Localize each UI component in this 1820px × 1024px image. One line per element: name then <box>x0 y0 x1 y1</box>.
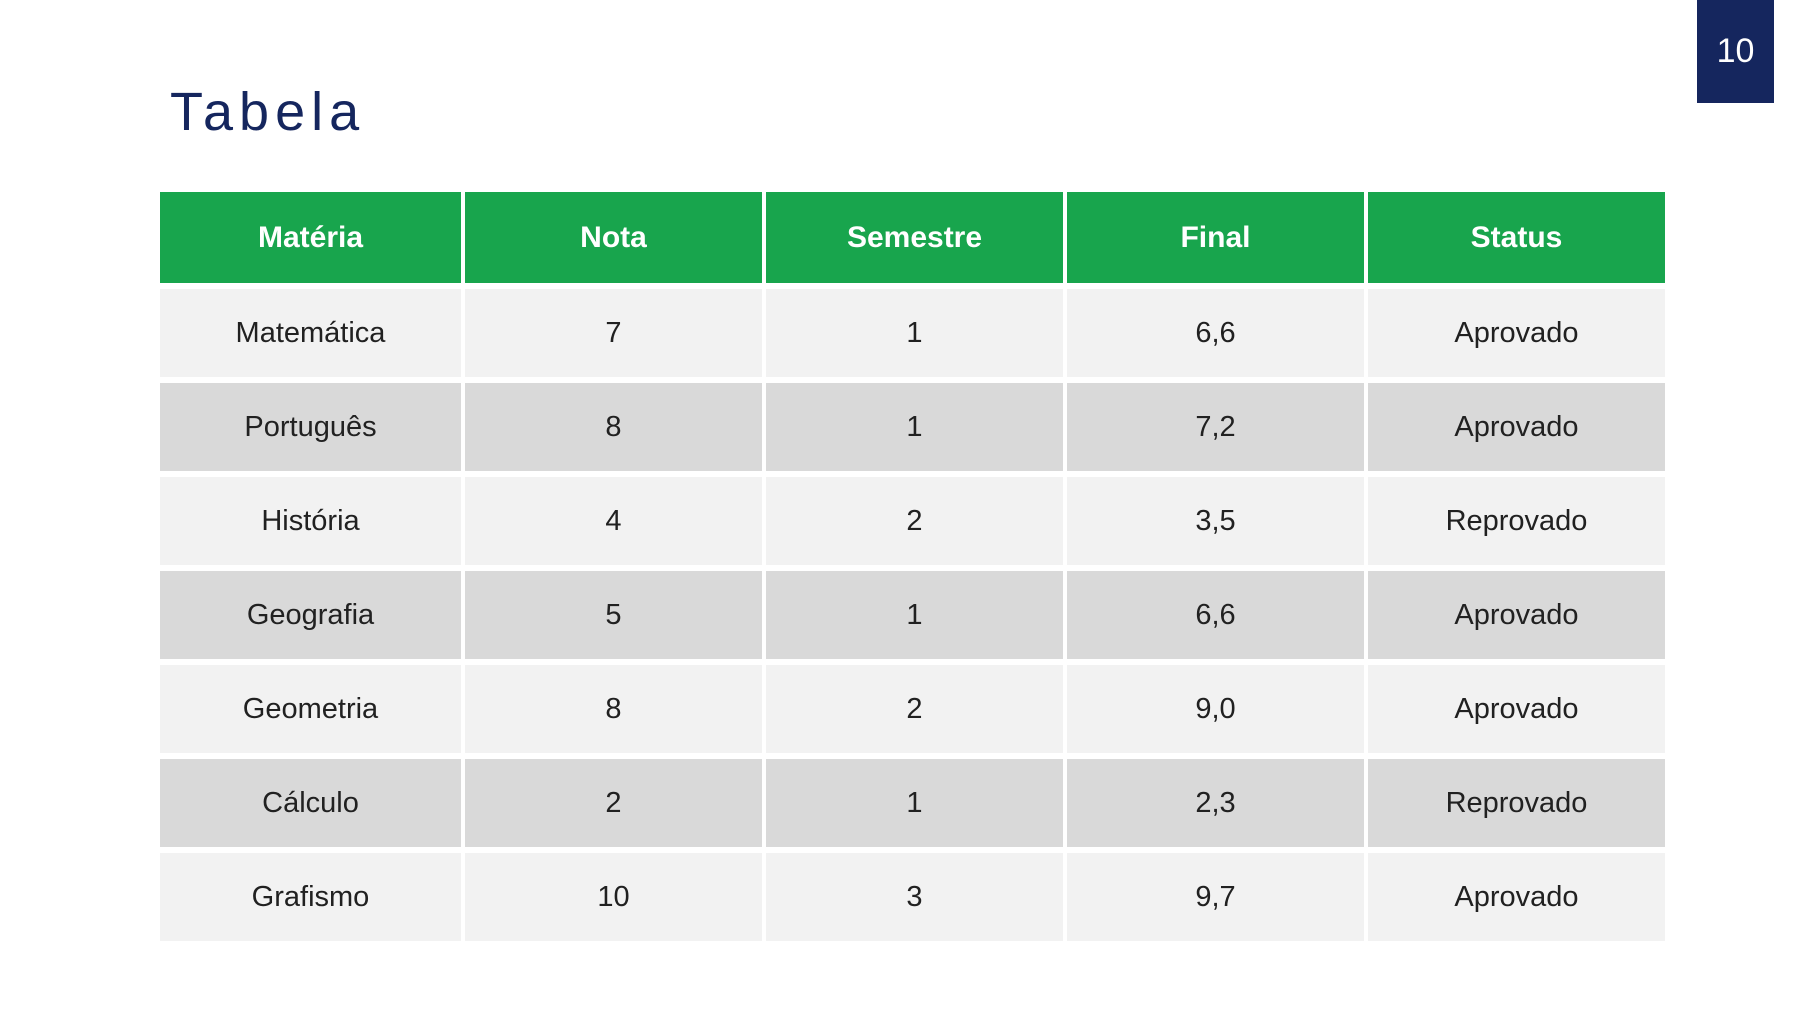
table-row: Geografia 5 1 6,6 Aprovado <box>160 565 1665 659</box>
table-cell: 8 <box>461 659 762 753</box>
table-cell: 8 <box>461 377 762 471</box>
grades-table-header: Matéria Nota Semestre Final Status <box>160 192 1665 283</box>
column-header: Final <box>1063 192 1364 283</box>
table-cell: 1 <box>762 377 1063 471</box>
table-cell: 2,3 <box>1063 753 1364 847</box>
column-header: Semestre <box>762 192 1063 283</box>
table-cell: 1 <box>762 753 1063 847</box>
table-cell: 10 <box>461 847 762 941</box>
header-row: Matéria Nota Semestre Final Status <box>160 192 1665 283</box>
page-number-badge: 10 <box>1697 0 1774 103</box>
table-cell: Geometria <box>160 659 461 753</box>
table-cell: 3 <box>762 847 1063 941</box>
grades-table-body: Matemática 7 1 6,6 Aprovado Português 8 1 7,2 Apr… <box>160 283 1665 941</box>
table-cell: 2 <box>762 659 1063 753</box>
table-cell: 9,0 <box>1063 659 1364 753</box>
table-cell: Aprovado <box>1364 659 1665 753</box>
column-header: Matéria <box>160 192 461 283</box>
table-cell: Cálculo <box>160 753 461 847</box>
page-number: 10 <box>1716 32 1755 70</box>
table-cell: Geografia <box>160 565 461 659</box>
column-header: Nota <box>461 192 762 283</box>
table-row: Matemática 7 1 6,6 Aprovado <box>160 283 1665 377</box>
table-cell: 2 <box>461 753 762 847</box>
table-row: Português 8 1 7,2 Aprovado <box>160 377 1665 471</box>
table-cell: 2 <box>762 471 1063 565</box>
table-cell: 4 <box>461 471 762 565</box>
table-cell: 6,6 <box>1063 283 1364 377</box>
table-cell: 6,6 <box>1063 565 1364 659</box>
table-cell: 7 <box>461 283 762 377</box>
table-cell: Aprovado <box>1364 283 1665 377</box>
table-row: Cálculo 2 1 2,3 Reprovado <box>160 753 1665 847</box>
table-cell: Aprovado <box>1364 847 1665 941</box>
slide-title: Tabela <box>170 82 366 142</box>
table-row: Geometria 8 2 9,0 Aprovado <box>160 659 1665 753</box>
table-cell: Matemática <box>160 283 461 377</box>
table-row: História 4 2 3,5 Reprovado <box>160 471 1665 565</box>
table-cell: História <box>160 471 461 565</box>
table-cell: 3,5 <box>1063 471 1364 565</box>
table-cell: Aprovado <box>1364 377 1665 471</box>
table-cell: 9,7 <box>1063 847 1364 941</box>
table-cell: 1 <box>762 565 1063 659</box>
table-cell: 7,2 <box>1063 377 1364 471</box>
table-cell: Português <box>160 377 461 471</box>
table-cell: Grafismo <box>160 847 461 941</box>
table-cell: 5 <box>461 565 762 659</box>
table-cell: 1 <box>762 283 1063 377</box>
table-cell: Aprovado <box>1364 565 1665 659</box>
table-cell: Reprovado <box>1364 471 1665 565</box>
table-cell: Reprovado <box>1364 753 1665 847</box>
column-header: Status <box>1364 192 1665 283</box>
table-row: Grafismo 10 3 9,7 Aprovado <box>160 847 1665 941</box>
grades-table: Matéria Nota Semestre Final Status Matemátic… <box>160 192 1665 941</box>
